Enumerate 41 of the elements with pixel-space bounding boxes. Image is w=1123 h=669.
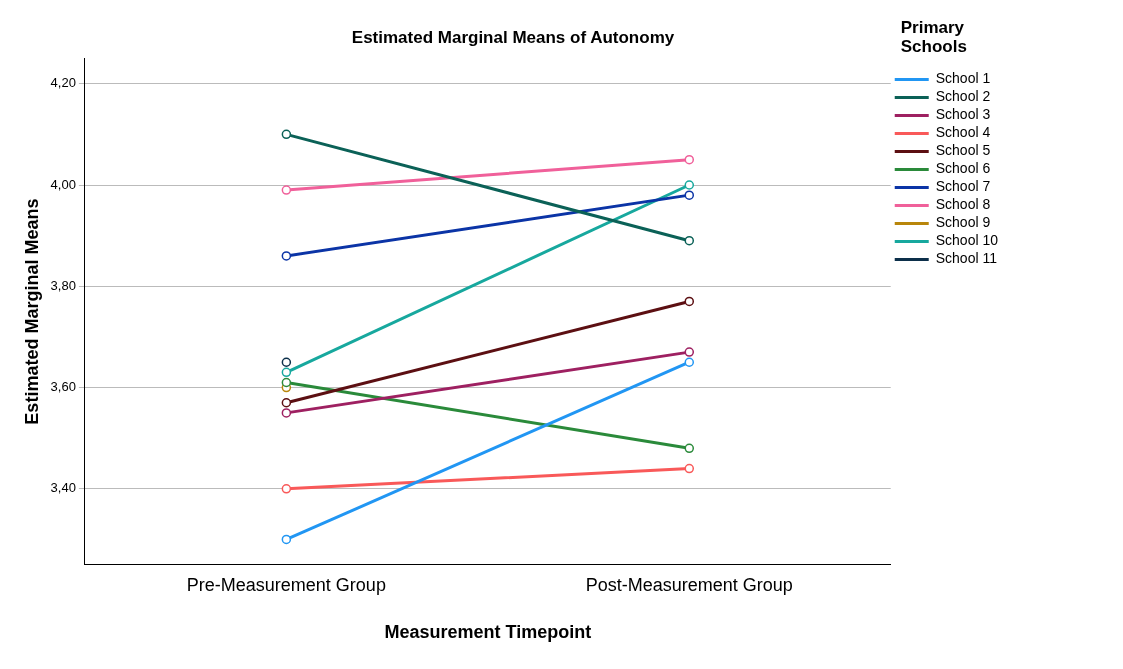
legend-label: School 7	[935, 178, 991, 195]
y-axis-title: Estimated Marginal Means	[21, 198, 42, 425]
legend-label: School 10	[935, 232, 999, 249]
point	[281, 534, 292, 545]
y-tick-label: 3,60	[50, 379, 76, 395]
y-tick-label: 3,40	[50, 480, 76, 496]
y-tick-label: 4,00	[50, 176, 76, 192]
point	[281, 484, 292, 494]
legend-label: School 5	[935, 142, 991, 159]
point	[281, 377, 292, 388]
x-tick-label: Pre-Measurement Group	[186, 574, 386, 595]
point	[684, 235, 695, 246]
legend-label: School 3	[935, 106, 991, 123]
point	[684, 296, 695, 307]
point	[684, 180, 695, 190]
point	[684, 154, 695, 165]
legend-label: School 11	[935, 250, 998, 267]
legend-label: School 4	[935, 124, 991, 141]
point	[684, 443, 695, 454]
legend-label: School 2	[935, 88, 991, 105]
y-tick-label: 4,20	[50, 75, 76, 91]
point	[684, 463, 695, 474]
point	[281, 367, 292, 378]
point	[684, 190, 695, 200]
point	[281, 398, 292, 408]
legend-label: School 1	[935, 70, 991, 87]
point	[281, 129, 292, 140]
point	[281, 185, 292, 195]
chart-title: Estimated Marginal Means of Autonomy	[351, 27, 675, 47]
x-axis-title: Measurement Timepoint	[384, 622, 592, 643]
legend-label: School 9	[935, 214, 991, 231]
x-tick-label: Post-Measurement Group	[585, 574, 793, 595]
point	[684, 357, 695, 367]
point	[281, 251, 292, 261]
point	[281, 357, 292, 367]
point	[281, 408, 292, 418]
legend-title: Primary Schools	[900, 18, 967, 57]
point	[684, 347, 695, 357]
y-tick-label: 3,80	[50, 277, 76, 293]
legend-label: School 6	[935, 160, 991, 177]
legend-label: School 8	[935, 196, 991, 213]
